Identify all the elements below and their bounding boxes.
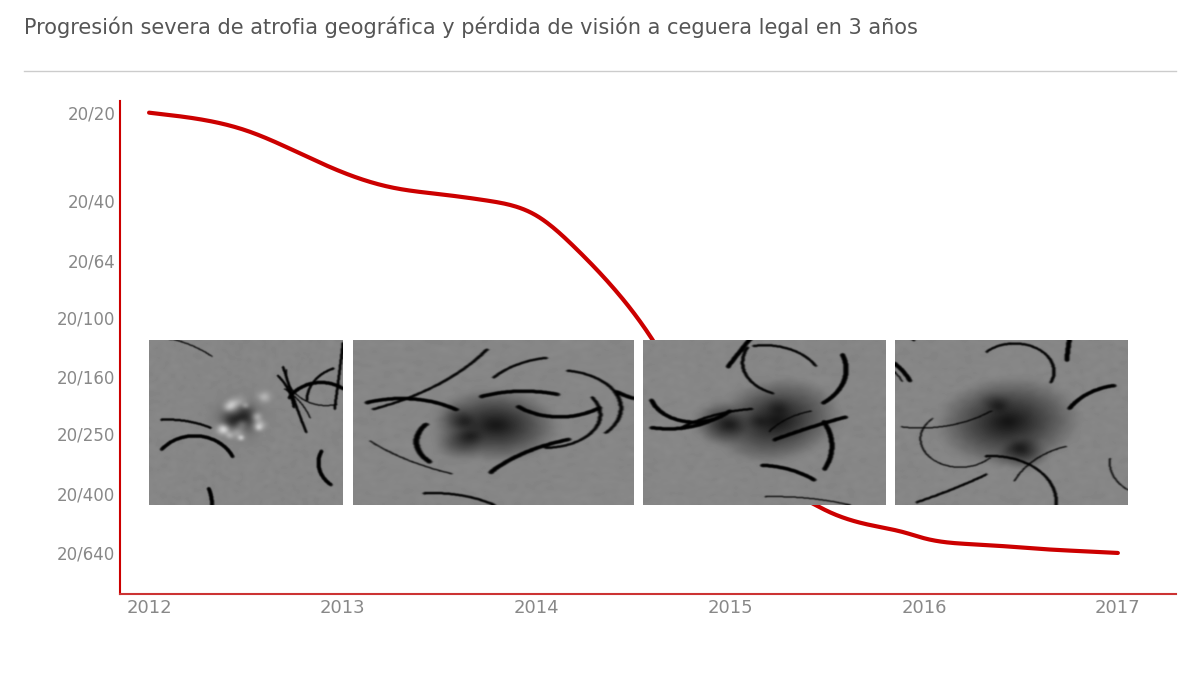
- Text: Progresión severa de atrofia geográfica y pérdida de visión a ceguera legal en 3: Progresión severa de atrofia geográfica …: [24, 17, 918, 38]
